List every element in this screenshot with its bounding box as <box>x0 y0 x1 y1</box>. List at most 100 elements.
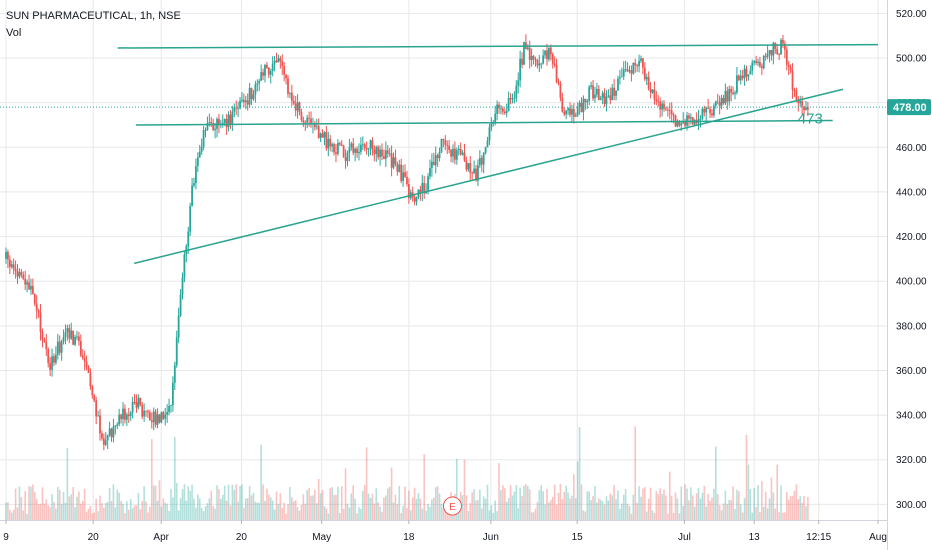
candle-body <box>205 130 207 131</box>
volume-bar <box>429 507 431 520</box>
price-tick-label: 300.00 <box>896 500 927 511</box>
volume-bar <box>711 498 713 520</box>
candle-body <box>638 61 640 66</box>
time-tick-label: 12:15 <box>806 532 831 543</box>
candle-body <box>278 58 280 62</box>
candle-body <box>504 112 506 113</box>
candle-body <box>688 115 690 118</box>
volume-bar <box>47 505 49 520</box>
candle-body <box>498 105 500 109</box>
candle-body <box>362 144 364 145</box>
candle-body <box>34 294 36 304</box>
candle-body <box>650 89 652 93</box>
candle-body <box>598 89 600 100</box>
candle-body <box>159 414 161 422</box>
candle-body <box>644 68 646 80</box>
candle-body <box>40 313 42 332</box>
volume-bar <box>126 501 128 520</box>
earnings-event-marker[interactable]: E <box>443 497 461 515</box>
volume-bar <box>176 483 178 520</box>
volume-bar <box>118 493 120 520</box>
volume-bar <box>168 511 170 520</box>
volume-bar <box>732 486 734 520</box>
volume-bar <box>435 487 437 520</box>
volume-bar <box>552 497 554 520</box>
volume-bar <box>542 491 544 520</box>
volume-bar <box>579 427 581 520</box>
candle-body <box>717 101 719 102</box>
candle-body <box>400 165 402 181</box>
volume-bar <box>383 498 385 520</box>
candle-body <box>337 143 339 154</box>
candle-body <box>70 331 72 339</box>
candle-body <box>621 77 623 78</box>
candle-body <box>680 123 682 125</box>
candle-body <box>707 108 709 109</box>
volume-bar <box>15 489 17 520</box>
volume-bar <box>195 508 197 520</box>
candle-body <box>147 411 149 412</box>
volume-bar <box>76 497 78 520</box>
candle-body <box>24 279 26 285</box>
candle-body <box>671 110 673 114</box>
volume-bar <box>193 499 195 520</box>
candle-body <box>243 100 245 102</box>
candle-body <box>270 71 272 75</box>
volume-bar <box>345 468 347 520</box>
volume-bar <box>65 503 67 520</box>
candle-body <box>749 71 751 75</box>
volume-bar <box>362 491 364 520</box>
volume-bar <box>753 488 755 520</box>
candle-body <box>132 402 134 413</box>
volume-bar <box>466 495 468 520</box>
volume-bar <box>253 493 255 520</box>
candle-body <box>178 316 180 338</box>
candle-body <box>262 72 264 75</box>
volume-bar <box>694 507 696 520</box>
volume-bar <box>232 485 234 520</box>
volume-bar <box>88 509 90 520</box>
volume-bar <box>295 500 297 520</box>
volume-bar <box>343 509 345 520</box>
volume-bar <box>529 489 531 520</box>
volume-bar <box>598 498 600 520</box>
volume-bar <box>498 463 500 520</box>
candle-body <box>586 101 588 102</box>
candle-body <box>795 90 797 99</box>
candle-body <box>153 411 155 422</box>
volume-bar <box>686 489 688 520</box>
volume-bar <box>521 496 523 520</box>
candle-body <box>515 86 517 99</box>
volume-bar <box>485 499 487 520</box>
candle-body <box>43 340 45 342</box>
candle-body <box>469 163 471 173</box>
volume-bar <box>462 495 464 520</box>
volume-bar <box>111 501 113 520</box>
candle-body <box>162 412 164 418</box>
volume-bar <box>640 497 642 520</box>
candle-body <box>604 93 606 104</box>
candle-body <box>391 153 393 167</box>
candle-body <box>446 145 448 146</box>
candle-body <box>546 50 548 59</box>
volume-bar <box>139 509 141 520</box>
candle-body <box>335 152 337 154</box>
volume-bar <box>502 485 504 520</box>
candle-body <box>199 152 201 158</box>
candle-body <box>122 409 124 419</box>
volume-bar <box>24 491 26 520</box>
candle-body <box>563 112 565 115</box>
time-tick-label: Aug <box>869 532 887 543</box>
candle-body <box>260 72 262 81</box>
volume-bar <box>251 495 253 520</box>
time-tick-label: 13 <box>749 532 761 543</box>
candle-body <box>72 331 74 345</box>
volume-bar <box>654 513 656 520</box>
volume-bar <box>187 486 189 520</box>
volume-bar <box>588 491 590 520</box>
candle-body <box>251 88 253 99</box>
volume-bar <box>725 491 727 520</box>
candle-body <box>84 358 86 362</box>
last-price-tag: 478.00 <box>887 99 931 115</box>
